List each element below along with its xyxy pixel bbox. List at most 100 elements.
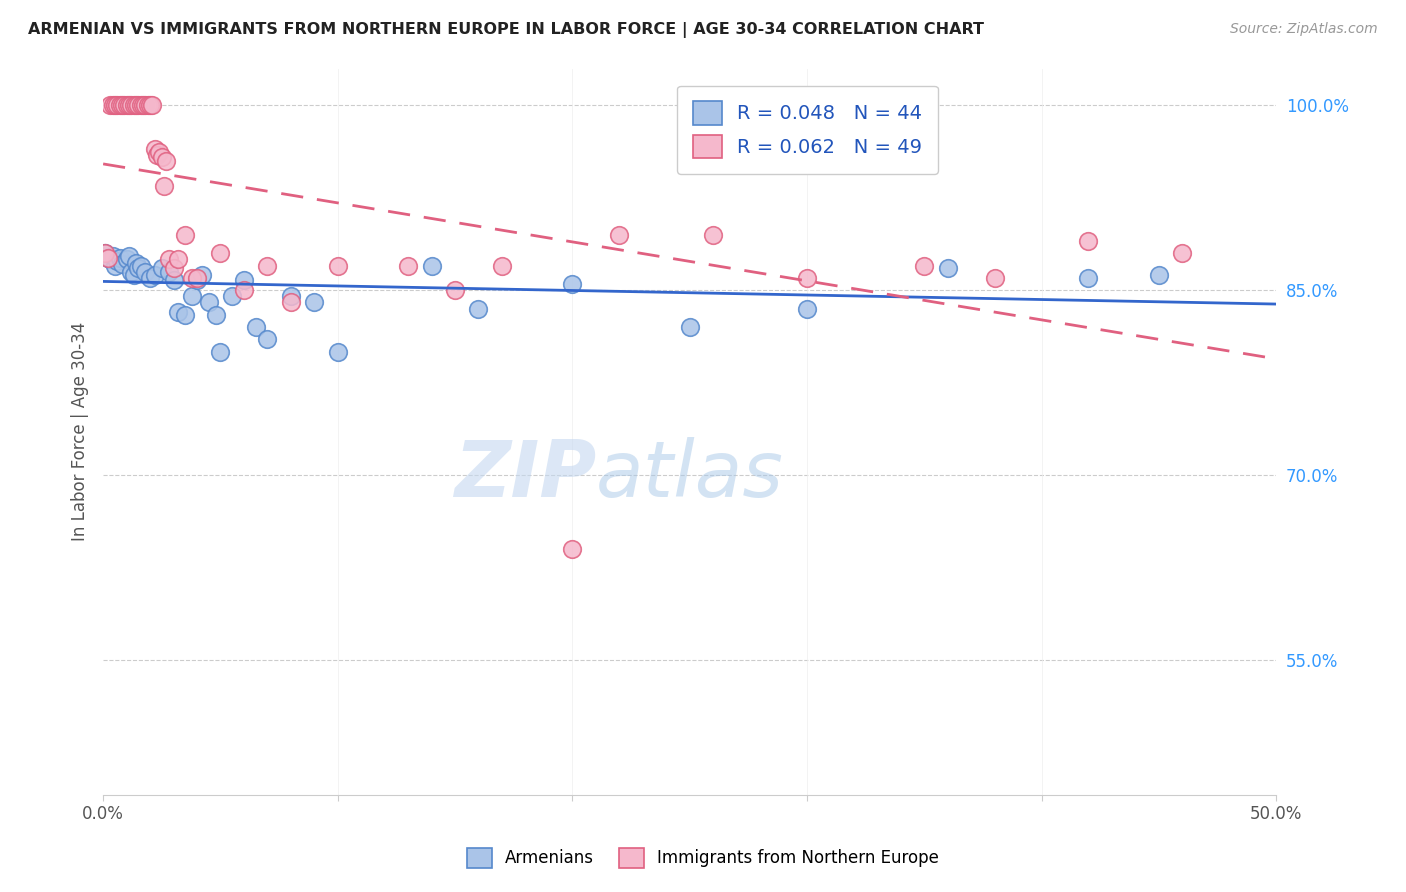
Point [190,268,212,283]
Point [94,246,117,260]
Point [186,273,208,287]
Text: ZIP: ZIP [454,437,596,514]
Point [204,308,226,322]
Point [115,252,138,267]
Point [127,98,149,112]
Point [122,98,145,112]
Point [304,295,326,310]
Point [232,273,254,287]
Point [122,268,145,283]
Point [134,98,156,112]
Point [150,260,173,275]
Point [936,260,959,275]
Point [197,295,219,310]
Point [796,271,818,285]
Point [326,259,349,273]
Point [912,259,935,273]
Point [111,257,134,271]
Point [1147,268,1170,283]
Point [181,289,204,303]
Point [148,145,170,160]
Point [420,259,443,273]
Point [132,98,155,112]
Point [157,265,180,279]
Point [97,251,120,265]
Point [245,320,267,334]
Point [143,268,166,283]
Point [491,259,513,273]
Point [983,271,1005,285]
Point [141,98,163,112]
Point [162,260,184,275]
Point [186,271,208,285]
Point [98,252,121,267]
Point [101,249,124,263]
Point [280,295,302,310]
Text: ARMENIAN VS IMMIGRANTS FROM NORTHERN EUROPE IN LABOR FORCE | AGE 30-34 CORRELATI: ARMENIAN VS IMMIGRANTS FROM NORTHERN EUR… [28,22,984,38]
Y-axis label: In Labor Force | Age 30-34: In Labor Force | Age 30-34 [72,322,89,541]
Point [444,283,467,297]
Point [561,277,583,291]
Point [155,153,177,168]
Point [702,227,724,242]
Legend: Armenians, Immigrants from Northern Europe: Armenians, Immigrants from Northern Euro… [460,841,946,875]
Point [157,252,180,267]
Text: atlas: atlas [596,437,783,514]
Point [129,98,152,112]
Point [104,98,127,112]
Point [112,98,135,112]
Point [396,259,419,273]
Point [127,260,149,275]
Point [104,259,127,273]
Point [1077,271,1099,285]
Point [181,271,204,285]
Point [136,98,159,112]
Point [139,271,162,285]
Point [174,227,197,242]
Point [120,265,142,279]
Legend: R = 0.048   N = 44, R = 0.062   N = 49: R = 0.048 N = 44, R = 0.062 N = 49 [678,86,938,174]
Point [467,301,489,316]
Point [139,98,162,112]
Point [98,98,121,112]
Point [150,150,173,164]
Point [105,253,128,268]
Point [115,98,138,112]
Point [146,147,169,161]
Point [167,252,190,267]
Point [118,98,141,112]
Point [209,246,232,260]
Point [134,265,156,279]
Point [209,344,232,359]
Point [108,251,131,265]
Point [125,256,148,270]
Point [232,283,254,297]
Point [162,273,184,287]
Point [143,142,166,156]
Point [1171,246,1194,260]
Point [129,259,152,273]
Point [221,289,243,303]
Point [256,333,278,347]
Point [97,251,120,265]
Point [118,249,141,263]
Point [125,98,148,112]
Point [796,301,818,316]
Point [174,308,197,322]
Point [607,227,630,242]
Point [561,541,583,556]
Point [326,344,349,359]
Point [111,98,134,112]
Point [108,98,131,112]
Point [1077,234,1099,248]
Point [94,246,117,260]
Point [105,98,128,112]
Point [256,259,278,273]
Point [167,305,190,319]
Point [153,178,176,193]
Text: Source: ZipAtlas.com: Source: ZipAtlas.com [1230,22,1378,37]
Point [280,289,302,303]
Point [678,320,700,334]
Point [120,98,142,112]
Point [101,98,124,112]
